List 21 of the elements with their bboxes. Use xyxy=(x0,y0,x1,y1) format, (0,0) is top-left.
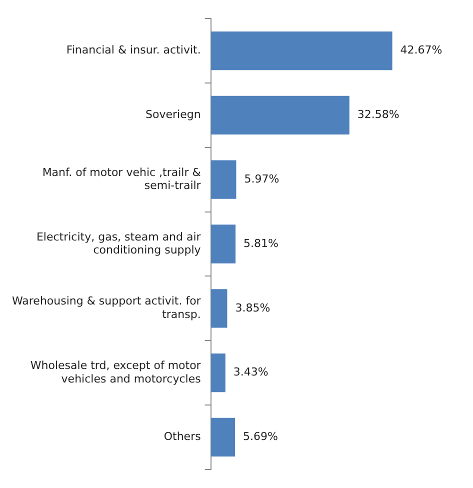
bar xyxy=(210,160,236,199)
data-label: 5.69% xyxy=(243,430,278,444)
bar xyxy=(210,96,350,135)
bar xyxy=(210,289,228,328)
bar xyxy=(210,418,236,457)
data-label: 32.58% xyxy=(357,108,400,122)
y-tick-label: Others xyxy=(164,430,202,444)
data-label: 42.67% xyxy=(400,44,442,57)
bar xyxy=(210,31,392,70)
bar xyxy=(210,224,236,264)
y-tick-label: Financial & insur. activit. xyxy=(66,44,201,57)
y-tick-label: Electricity, gas, steam and air conditioning supply xyxy=(36,230,202,256)
y-tick-label: Manf. of motor vehic ,trailr & semi-trailr xyxy=(42,166,202,192)
data-label: 3.43% xyxy=(233,366,268,379)
y-tick-label: Warehousing & support activit. for transp. xyxy=(12,294,202,321)
data-label: 3.85% xyxy=(235,301,270,314)
y-tick-label: Soveriegn xyxy=(146,108,201,122)
y-tick-label: Wholesale trd, except of motor vehicles and motorcycles xyxy=(30,359,202,386)
bar xyxy=(210,353,226,392)
data-label: 5.97% xyxy=(244,172,280,186)
data-label: 5.81% xyxy=(244,236,278,250)
